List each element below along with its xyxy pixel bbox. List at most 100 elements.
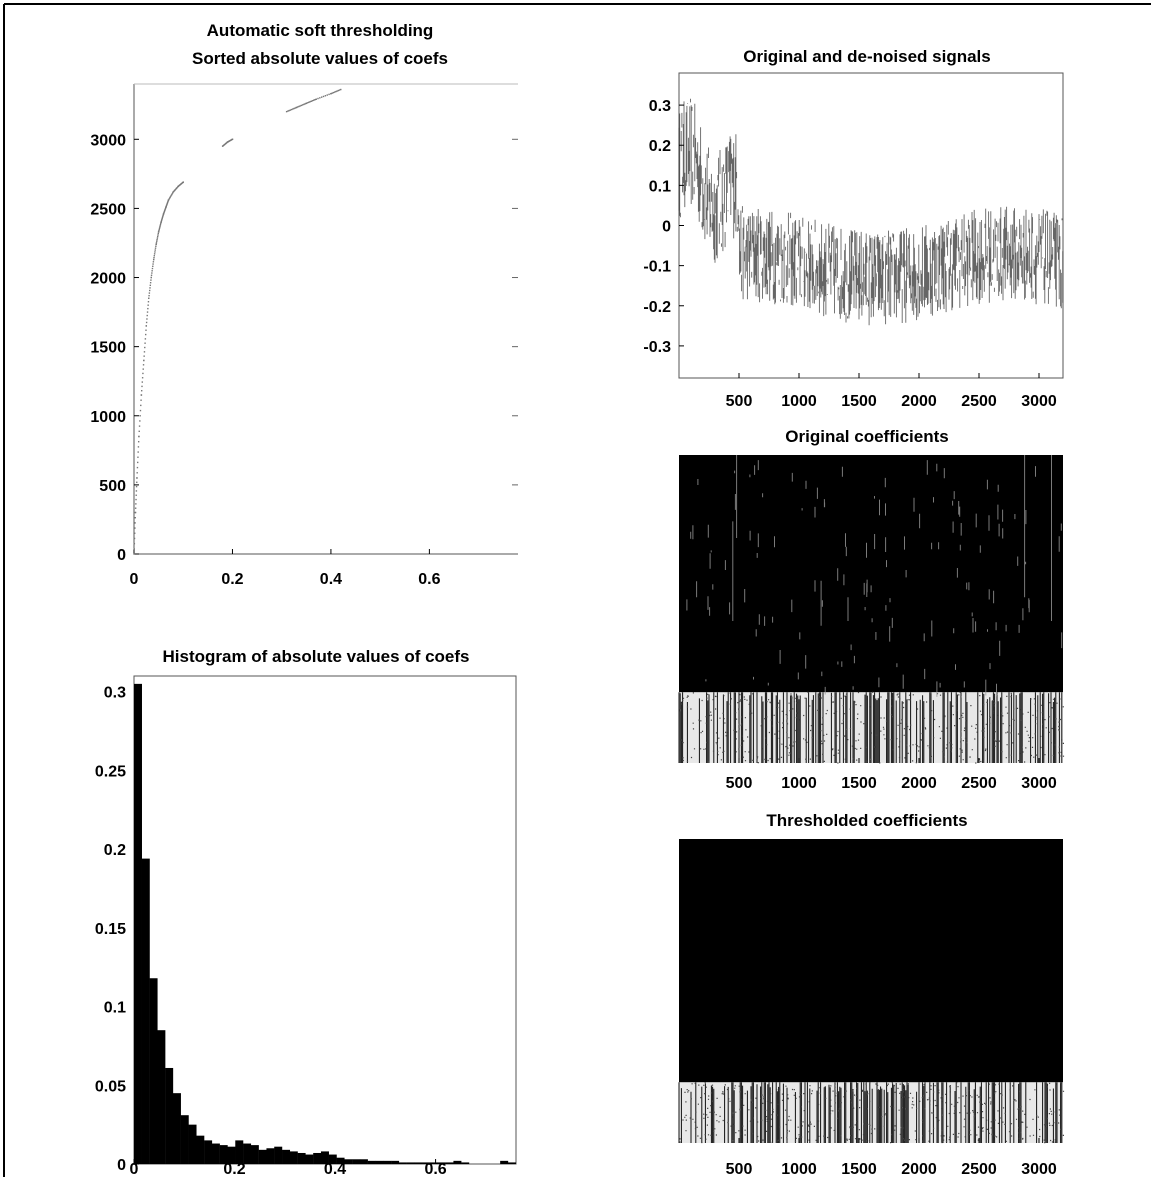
sorted-point [155, 245, 157, 247]
sorted-point [324, 95, 327, 97]
thresholded-coefficients-xtick-label: 500 [726, 1161, 753, 1177]
original-coefficients-xtick-label: 3000 [1021, 775, 1057, 792]
sorted-point [135, 498, 137, 501]
signal-ytick-label: -0.3 [643, 339, 671, 356]
sorted-point [303, 103, 305, 106]
signal-ytick-label: 0.2 [649, 138, 671, 155]
sorted-point [315, 98, 317, 100]
sorted-point [145, 325, 148, 327]
histogram-xtick-label: 0.2 [223, 1161, 245, 1177]
sorted-point [170, 195, 172, 197]
histogram-bar [141, 858, 150, 1164]
sorted-point [161, 218, 163, 220]
histogram-ytick-label: 0.05 [95, 1078, 126, 1095]
sorted-point [140, 394, 143, 396]
sorted-point [166, 202, 168, 205]
sorted-point [340, 88, 342, 91]
sorted-point [295, 106, 298, 109]
sorted-point [308, 101, 310, 104]
sorted-point [156, 235, 159, 238]
signal-ytick-label: 0 [662, 219, 671, 236]
sorted-xtick-label: 0.2 [221, 571, 243, 588]
sorted-ytick-label: 500 [99, 478, 126, 495]
sorted-ytick-label: 0 [117, 547, 126, 564]
sorted-point [146, 314, 148, 317]
original-coefficients-fine-scale-speckle [679, 691, 1065, 764]
sorted-point [162, 213, 165, 215]
sorted-point [163, 212, 165, 214]
sorted-point [149, 284, 152, 287]
thresholded-coefficients-xtick-label: 3000 [1021, 1161, 1057, 1177]
histogram-bar [453, 1160, 462, 1164]
sorted-point [144, 346, 146, 349]
sorted-point [147, 307, 149, 310]
sorted-point [140, 404, 142, 407]
sorted-point [134, 522, 136, 524]
thresholded-coefficients-fine-scale-stripes [678, 1082, 1063, 1143]
sorted-point [136, 461, 139, 464]
histogram-bar [250, 1145, 259, 1164]
sorted-point [148, 294, 150, 297]
sorted-point [146, 311, 149, 313]
sorted-point [319, 97, 321, 99]
sorted-point [157, 231, 160, 233]
sorted-point [155, 242, 158, 244]
original-coefficients-xtick-label: 2500 [961, 775, 997, 792]
sorted-point [136, 477, 138, 479]
sorted-point [163, 211, 165, 213]
sorted-point [148, 289, 151, 292]
sorted-point [338, 89, 341, 91]
sorted-point [155, 243, 157, 246]
sorted-point [149, 287, 151, 289]
sorted-point [151, 267, 154, 270]
original-coefficients-xtick-label: 1500 [841, 775, 877, 792]
sorted-point [156, 237, 159, 239]
sorted-point [144, 338, 147, 340]
sorted-point [159, 225, 161, 227]
histogram-panel-title: Histogram of absolute values of coefs [162, 647, 469, 666]
histogram-bar [157, 1030, 166, 1164]
signal-line [678, 98, 1064, 326]
thresholded-coefficients-fine-scale-speckle [679, 1082, 1065, 1144]
thresholded-coefficients-xtick-label: 1000 [781, 1161, 817, 1177]
histogram-bar [243, 1143, 252, 1164]
sorted-point [156, 238, 158, 241]
sorted-point [164, 207, 167, 209]
sorted-point [328, 93, 330, 96]
sorted-point [154, 251, 156, 253]
sorted-point [152, 265, 154, 267]
sorted-point [153, 253, 156, 255]
histogram-bar [180, 1115, 189, 1164]
thresholded-coefficients-xtick-label: 2000 [901, 1161, 937, 1177]
histogram-ytick-label: 0.15 [95, 921, 126, 938]
histogram-bar [320, 1151, 329, 1164]
sorted-point [161, 216, 164, 218]
histogram-xtick-label: 0 [130, 1161, 139, 1177]
sorted-point [320, 96, 323, 98]
sorted-point [314, 99, 316, 101]
original-coefficients-xtick-label: 500 [726, 775, 753, 792]
sorted-point [162, 215, 164, 217]
sorted-point [156, 240, 158, 242]
signal-xtick-label: 3000 [1021, 393, 1057, 410]
histogram-bar [406, 1162, 415, 1164]
sorted-point [151, 272, 153, 274]
sorted-point [152, 258, 155, 261]
histogram-bar [227, 1146, 236, 1164]
histogram-bar [211, 1143, 220, 1164]
histogram-bar [219, 1145, 228, 1164]
histogram-bar [344, 1159, 353, 1164]
histogram-xtick-label: 0.4 [324, 1161, 346, 1177]
histogram-bar [282, 1149, 291, 1164]
histogram-bar [383, 1160, 392, 1164]
sorted-point [144, 342, 146, 344]
sorted-point [317, 97, 319, 100]
sorted-point [154, 249, 156, 251]
original-coefficients-panel: Original coefficients 500 1000 1500 2000 250… [678, 427, 1065, 792]
sorted-point [152, 261, 155, 263]
sorted-point [151, 270, 153, 272]
signal-xtick-label: 2000 [901, 393, 937, 410]
sorted-ytick-label: 3000 [90, 132, 126, 149]
sorted-point [146, 318, 148, 320]
